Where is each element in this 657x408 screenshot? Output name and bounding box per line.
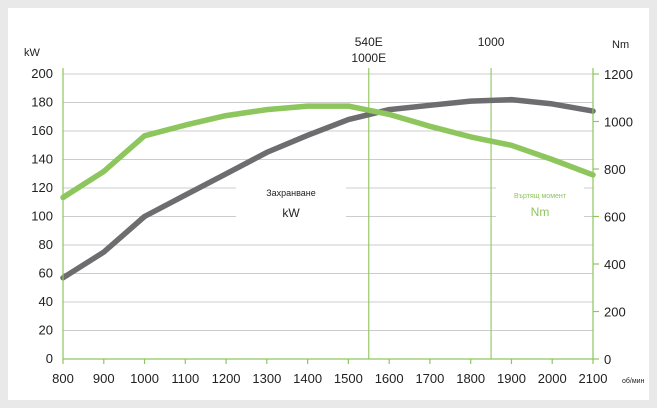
torque-label-name: Въртящ момент <box>514 193 567 200</box>
y-right-tick-label: 600 <box>604 210 626 225</box>
y-right-tick-label: 200 <box>604 305 626 320</box>
annotations: Захранване kW Въртящ момент Nm <box>236 178 584 232</box>
x-tick-label: 1500 <box>334 371 363 386</box>
series-line-power <box>60 96 596 281</box>
y-left-tick-label: 120 <box>31 180 53 195</box>
y-left-tick-label: 80 <box>39 237 53 252</box>
x-tick-label: 800 <box>52 371 74 386</box>
y-left-tick-label: 0 <box>46 351 53 366</box>
power-torque-chart: 540E 1000E 1000 0 20 40 60 80 100 120 140 160 180 20… <box>24 35 645 386</box>
rpm-marker-label: 540E <box>355 35 383 49</box>
y-left-tick-label: 200 <box>31 66 53 81</box>
x-axis-unit: об/мин <box>622 377 645 385</box>
x-tick-label: 1400 <box>293 371 322 386</box>
y-left-tick-label: 60 <box>39 266 53 281</box>
power-label-unit: kW <box>282 206 300 220</box>
y-right-tick-label: 400 <box>604 257 626 272</box>
y-right-tick-label: 1200 <box>604 67 633 82</box>
x-tick-label: 1100 <box>171 371 199 386</box>
axes: 0 20 40 60 80 100 120 140 160 180 200 800 900 1000 110… <box>24 39 645 386</box>
y-right-tick-label: 800 <box>604 162 626 177</box>
x-tick-label: 1800 <box>456 371 485 386</box>
y-left-tick-label: 100 <box>31 209 53 224</box>
x-tick-label: 1600 <box>375 371 404 386</box>
x-tick-label: 900 <box>93 371 115 386</box>
series-lines <box>60 96 596 281</box>
torque-label-bg <box>496 184 584 228</box>
y-right-tick-label: 0 <box>604 352 611 367</box>
y-left-tick-label: 20 <box>39 323 53 338</box>
x-tick-label: 1700 <box>415 371 444 386</box>
x-tick-label: 2100 <box>579 371 608 386</box>
y-right-tick-label: 1000 <box>604 115 633 130</box>
torque-label-unit: Nm <box>531 205 550 219</box>
rpm-markers: 540E 1000E 1000 <box>351 35 505 359</box>
x-tick-label: 1300 <box>252 371 281 386</box>
y-left-axis-label: kW <box>24 47 41 59</box>
y-left-tick-label: 160 <box>31 123 53 138</box>
power-label-bg <box>236 178 346 232</box>
x-tick-label: 1900 <box>497 371 526 386</box>
x-tick-label: 1200 <box>212 371 241 386</box>
series-line-torque <box>60 103 596 201</box>
x-tick-label: 2000 <box>538 371 567 386</box>
y-right-axis-label: Nm <box>612 39 629 51</box>
power-label-name: Захранване <box>266 188 316 198</box>
rpm-marker-label: 1000E <box>351 51 386 65</box>
y-left-tick-label: 180 <box>31 95 53 110</box>
y-left-tick-label: 40 <box>39 294 53 309</box>
rpm-marker-label: 1000 <box>478 35 505 49</box>
x-tick-label: 1000 <box>130 371 159 386</box>
y-left-tick-label: 140 <box>31 152 53 167</box>
chart-frame: 540E 1000E 1000 0 20 40 60 80 100 120 140 160 180 20… <box>8 8 649 400</box>
